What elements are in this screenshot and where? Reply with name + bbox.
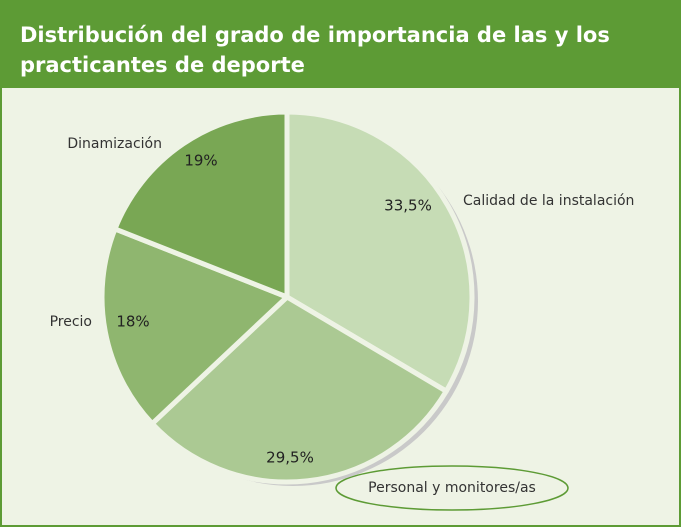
category-label: Precio (50, 314, 92, 330)
pie-slice (284, 109, 475, 394)
value-label: 33,5% (384, 197, 432, 215)
chart-title: Distribución del grado de importancia de… (20, 23, 617, 77)
category-label: Dinamización (67, 136, 162, 152)
category-label: Calidad de la instalación (463, 193, 634, 209)
title-line: practicantes de deporte (20, 53, 305, 77)
pie-slice (149, 294, 449, 485)
value-label: 18% (116, 313, 149, 331)
highlight-ellipse (335, 465, 569, 511)
title-line: Distribución del grado de importancia de… (20, 23, 610, 47)
pie-slice (99, 226, 290, 427)
value-label: 29,5% (266, 449, 314, 467)
pie-slice (112, 109, 290, 300)
pie (99, 109, 478, 486)
value-label: 19% (184, 152, 217, 170)
header (0, 0, 681, 88)
category-label: Personal y monitores/as (368, 480, 536, 496)
